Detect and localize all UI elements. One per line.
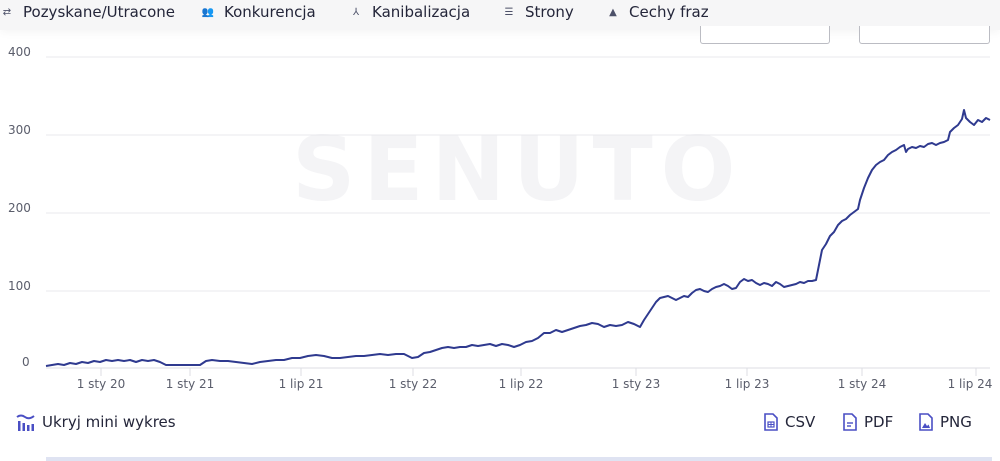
svg-text:300: 300 <box>8 123 31 137</box>
svg-text:400: 400 <box>8 45 31 59</box>
x-axis-labels: 1 sty 20 1 sty 21 1 lip 21 1 sty 22 1 li… <box>77 377 993 391</box>
arrows-swap-icon: ⇄ <box>2 6 12 18</box>
svg-text:100: 100 <box>8 279 31 293</box>
svg-text:1 lip 21: 1 lip 21 <box>279 377 324 391</box>
x-axis-ticks <box>100 368 977 376</box>
mini-chart-navigator[interactable] <box>46 457 992 461</box>
export-csv-button[interactable]: CSV <box>764 413 815 431</box>
svg-text:200: 200 <box>8 201 31 215</box>
tab-phrase-features[interactable]: ▲ Cechy fraz <box>606 2 708 22</box>
export-png-button[interactable]: PNG <box>919 413 972 431</box>
list-icon: ☰ <box>504 6 514 18</box>
svg-text:1 lip 23: 1 lip 23 <box>725 377 770 391</box>
line-chart: 400 300 200 100 0 1 sty 20 1 sty 21 1 li… <box>8 45 993 391</box>
tab-gained-lost[interactable]: ⇄ Pozyskane/Utracone <box>0 2 175 22</box>
tab-bar: ⇄ Pozyskane/Utracone 👥 Konkurencja ⅄ Kan… <box>0 0 1000 30</box>
merge-icon: ⅄ <box>352 6 360 18</box>
svg-text:1 lip 22: 1 lip 22 <box>499 377 544 391</box>
csv-file-icon <box>764 413 778 431</box>
toggle-mini-chart-button[interactable]: Ukryj mini wykres <box>16 412 176 432</box>
png-file-icon <box>919 413 933 431</box>
tab-pages[interactable]: ☰ Strony <box>502 2 574 22</box>
date-from-input[interactable] <box>700 26 830 44</box>
svg-text:1 lip 24: 1 lip 24 <box>948 377 993 391</box>
svg-text:1 sty 22: 1 sty 22 <box>389 377 438 391</box>
svg-text:1 sty 20: 1 sty 20 <box>77 377 126 391</box>
visibility-line <box>45 109 991 367</box>
users-icon: 👥 <box>201 6 215 18</box>
svg-text:1 sty 24: 1 sty 24 <box>838 377 887 391</box>
y-axis-labels: 400 300 200 100 0 <box>8 45 31 369</box>
svg-text:0: 0 <box>22 355 30 369</box>
svg-text:1 sty 23: 1 sty 23 <box>612 377 661 391</box>
chart-bars-icon <box>16 414 35 431</box>
grid-lines <box>46 56 990 369</box>
shapes-icon: ▲ <box>609 6 617 18</box>
svg-text:1 sty 21: 1 sty 21 <box>166 377 215 391</box>
pdf-file-icon <box>843 413 857 431</box>
tab-competition[interactable]: 👥 Konkurencja <box>201 3 316 21</box>
export-pdf-button[interactable]: PDF <box>843 413 893 431</box>
date-to-input[interactable] <box>859 26 990 44</box>
tab-cannibalization[interactable]: ⅄ Kanibalizacja <box>349 2 470 22</box>
